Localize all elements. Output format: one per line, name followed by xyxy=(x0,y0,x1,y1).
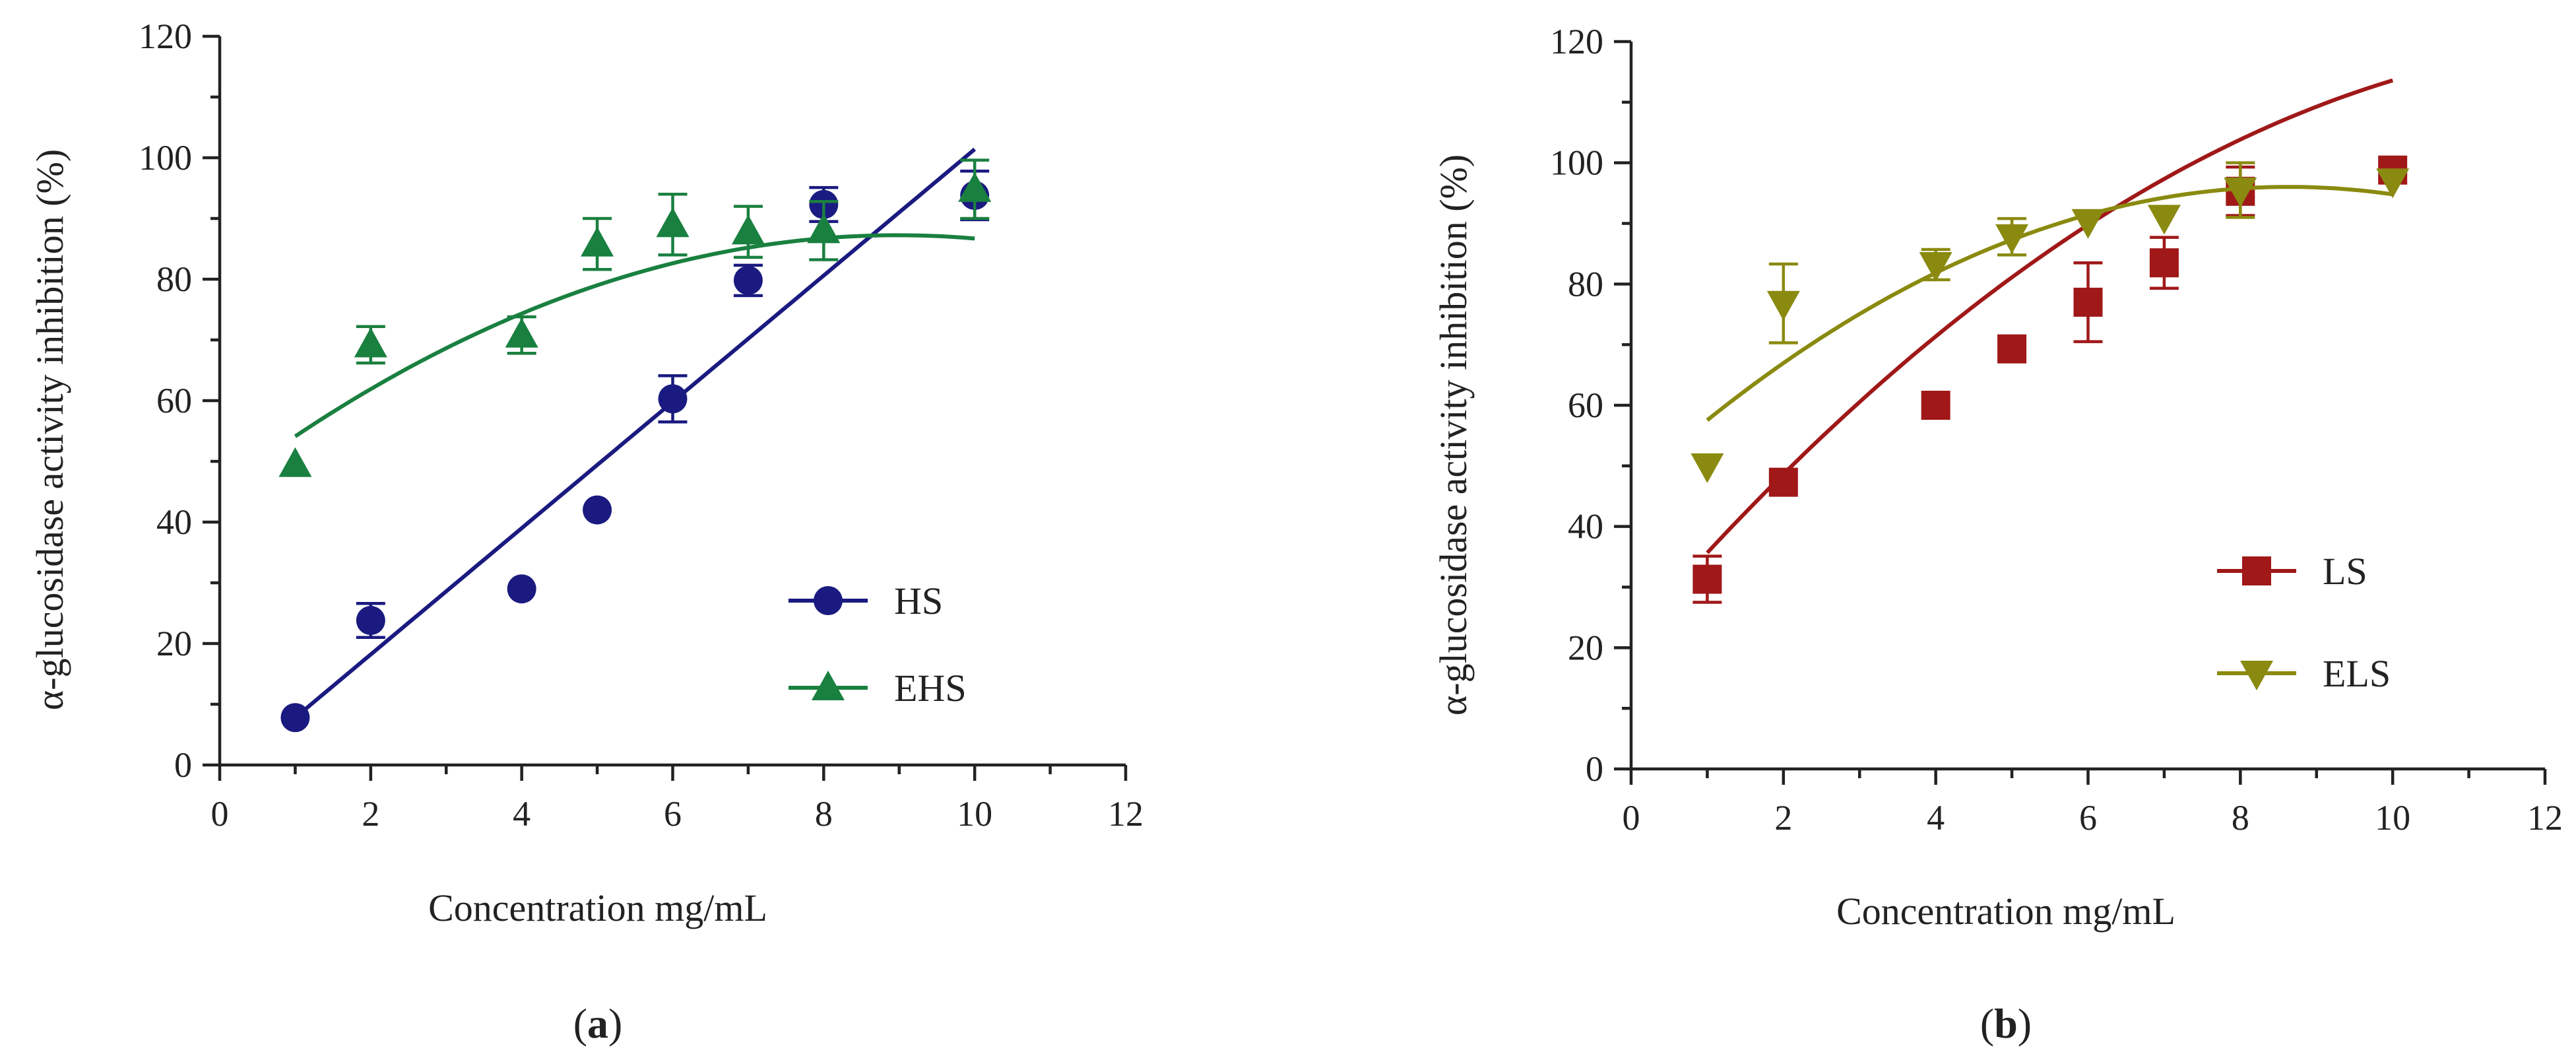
ls-point xyxy=(1997,334,2027,364)
panel-a-x-tick-label: 10 xyxy=(957,794,992,834)
panel-b-x-tick-label: 10 xyxy=(2375,798,2410,838)
panel-b-x-tick-label: 12 xyxy=(2527,798,2563,838)
panel-a-caption: (a) xyxy=(573,1000,623,1047)
panel-b-x-tick-label: 0 xyxy=(1623,798,1640,838)
els-point xyxy=(1919,251,1952,282)
panel-a-y-axis-title: α-glucosidase activity inhibition (%) xyxy=(28,149,71,710)
panel-b-x-tick-label: 8 xyxy=(2232,798,2249,838)
panel-a-x-tick-label: 2 xyxy=(362,794,379,834)
panel-b-y-tick-label: 80 xyxy=(1568,264,1603,304)
panel-a-x-tick-label: 8 xyxy=(815,794,833,834)
chart-panel-b: α-glucosidase activity inhibition (%) Co… xyxy=(1432,22,2563,1047)
ls-fit-line xyxy=(1706,78,2394,554)
hs-point xyxy=(507,574,536,604)
ehs-point xyxy=(731,215,765,245)
els-point xyxy=(2071,209,2105,239)
hs-legend-label: HS xyxy=(894,580,943,622)
hs-point xyxy=(280,703,310,733)
els-point xyxy=(2224,177,2257,207)
panel-b-x-tick-label: 2 xyxy=(1774,798,1792,838)
panel-a-y-tick-label: 120 xyxy=(139,17,192,56)
ehs-point xyxy=(958,172,992,202)
els-point xyxy=(2376,168,2410,199)
panel-b-x-axis-title: Concentration mg/mL xyxy=(1836,890,2175,933)
ehs-fit-line xyxy=(294,233,975,438)
els-legend-marker xyxy=(2240,661,2273,690)
panel-a-y-tick-label: 60 xyxy=(156,381,192,420)
hs-point xyxy=(356,606,385,636)
panel-a-y-tick-label: 40 xyxy=(156,502,192,542)
ehs-point xyxy=(807,213,841,244)
hs-point xyxy=(583,495,612,525)
panel-b-y-tick-label: 60 xyxy=(1568,385,1603,425)
panel-a-x-axis-title: Concentration mg/mL xyxy=(428,886,767,929)
panel-b-y-axis-title: α-glucosidase activity inhibition (%) xyxy=(1432,154,1475,715)
panel-a-x-tick-label: 4 xyxy=(513,794,531,834)
ls-point xyxy=(2073,287,2103,317)
panel-a-x-tick-label: 6 xyxy=(664,794,682,834)
panel-b-y-tick-label: 100 xyxy=(1550,143,1603,183)
hs-legend-marker xyxy=(814,586,843,615)
panel-a-y-tick-label: 0 xyxy=(174,745,192,785)
ehs-point xyxy=(656,207,690,238)
els-point xyxy=(1995,224,2029,254)
panel-a-y-tick-label: 100 xyxy=(139,138,192,178)
hs-point xyxy=(733,265,763,295)
ls-point xyxy=(1921,391,1950,420)
hs-point xyxy=(658,384,688,414)
ehs-legend-label: EHS xyxy=(894,667,967,710)
panel-b-y-tick-label: 0 xyxy=(1586,749,1603,789)
els-point xyxy=(1766,290,1800,321)
panel-b-y-tick-label: 20 xyxy=(1568,628,1603,667)
panel-a-y-tick-label: 80 xyxy=(156,259,192,299)
els-point xyxy=(2147,205,2181,235)
panel-b-y-tick-label: 40 xyxy=(1568,507,1603,547)
ls-legend-label: LS xyxy=(2323,550,2367,593)
panel-b-x-tick-label: 6 xyxy=(2079,798,2097,838)
els-legend-label: ELS xyxy=(2323,652,2391,695)
ls-legend-marker xyxy=(2242,556,2271,585)
ehs-point xyxy=(505,317,538,348)
panel-a-x-tick-label: 12 xyxy=(1108,794,1143,834)
panel-a-y-tick-label: 20 xyxy=(156,624,192,663)
panel-a-x-tick-label: 0 xyxy=(211,794,229,834)
hs-fit-line xyxy=(294,147,977,719)
panel-b-x-tick-label: 4 xyxy=(1927,798,1945,838)
ehs-legend-marker xyxy=(812,671,845,700)
ls-point xyxy=(1768,467,1798,497)
panel-a-letter: a xyxy=(587,1000,608,1047)
panel-b-letter: b xyxy=(1994,1000,2018,1047)
panel-b-y-tick-label: 120 xyxy=(1550,22,1603,61)
panel-b-caption: (b) xyxy=(1980,1000,2032,1047)
chart-panel-a: α-glucosidase activity inhibition (%) Co… xyxy=(28,17,1143,1047)
els-fit-line xyxy=(1706,185,2393,422)
ehs-point xyxy=(581,226,614,257)
ls-point xyxy=(2149,248,2179,278)
ls-point xyxy=(1692,564,1722,594)
els-point xyxy=(1690,453,1724,483)
ehs-point xyxy=(278,447,312,477)
ehs-point xyxy=(354,327,387,358)
